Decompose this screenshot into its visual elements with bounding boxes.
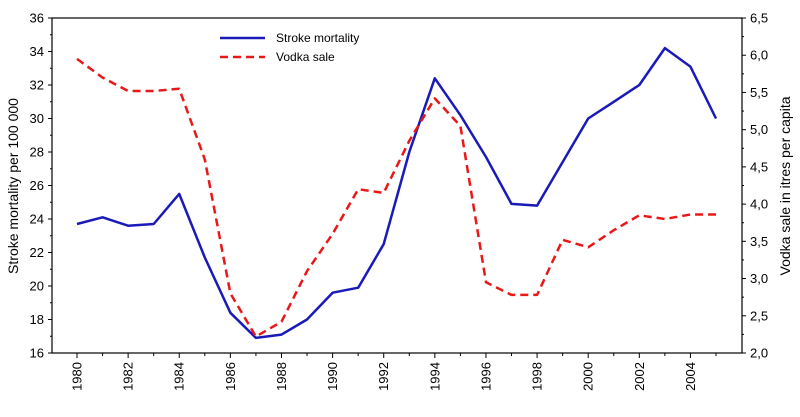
x-tick-label: 1980	[70, 362, 85, 391]
x-tick-label: 1988	[274, 362, 289, 391]
x-tick-label: 1996	[478, 362, 493, 391]
x-tick-label: 2000	[581, 362, 596, 391]
x-tick-label: 1994	[427, 362, 442, 391]
x-tick-label: 1998	[530, 362, 545, 391]
y-left-axis: 16 18 20 22 24 26 28 30 32 34 36	[30, 11, 52, 361]
y-left-tick-label: 32	[30, 78, 44, 93]
y-right-axis: 2,0 2,5 3,0 3,5 4,0 4,5 5,0 5,5 6,0 6,5	[742, 11, 768, 361]
y-right-tick-label: 3,5	[750, 234, 768, 249]
x-tick-label: 1982	[121, 362, 136, 391]
legend-label-vodka-sale: Vodka sale	[276, 50, 335, 64]
y-left-tick-label: 24	[30, 212, 44, 227]
y-left-tick-label: 34	[30, 44, 44, 59]
y-right-tick-label: 4,5	[750, 159, 768, 174]
plot-frame	[51, 17, 743, 354]
y-right-tick-label: 4,0	[750, 197, 768, 212]
y-left-tick-label: 28	[30, 145, 44, 160]
x-tick-label: 2004	[683, 362, 698, 391]
series-line-vodka-sale	[76, 57, 716, 338]
series-lines	[76, 46, 718, 340]
y-left-tick-label: 36	[30, 11, 44, 26]
y-right-tick-label: 2,0	[750, 346, 768, 361]
legend-label-stroke-mortality: Stroke mortality	[276, 31, 359, 45]
y-right-tick-label: 5,0	[750, 122, 768, 137]
y-left-tick-label: 18	[30, 312, 44, 327]
x-axis: 1980 1982 1984 1986 1988 1990 1992 1994 1996 1998…	[70, 353, 717, 391]
y-left-tick-label: 30	[30, 111, 44, 126]
x-tick-label: 2002	[632, 362, 647, 391]
series-line-stroke-mortality	[76, 46, 718, 340]
y-left-tick-label: 20	[30, 279, 44, 294]
x-tick-label: 1990	[325, 362, 340, 391]
y-right-tick-label: 5,5	[750, 85, 768, 100]
y-right-tick-label: 2,5	[750, 308, 768, 323]
x-tick-label: 1984	[172, 362, 187, 391]
y-right-tick-label: 6,5	[750, 11, 768, 26]
y-left-tick-label: 22	[30, 245, 44, 260]
x-tick-label: 1992	[376, 362, 391, 391]
y-left-axis-title: Stroke mortality per 100 000	[5, 98, 21, 274]
y-left-tick-label: 16	[30, 346, 44, 361]
y-right-tick-label: 6,0	[750, 48, 768, 63]
legend: Stroke mortality Vodka sale	[220, 31, 359, 64]
y-right-tick-label: 3,0	[750, 271, 768, 286]
y-right-axis-title: Vodka sale in itres per capita	[777, 96, 793, 275]
x-tick-label: 1986	[223, 362, 238, 391]
y-left-tick-label: 26	[30, 178, 44, 193]
